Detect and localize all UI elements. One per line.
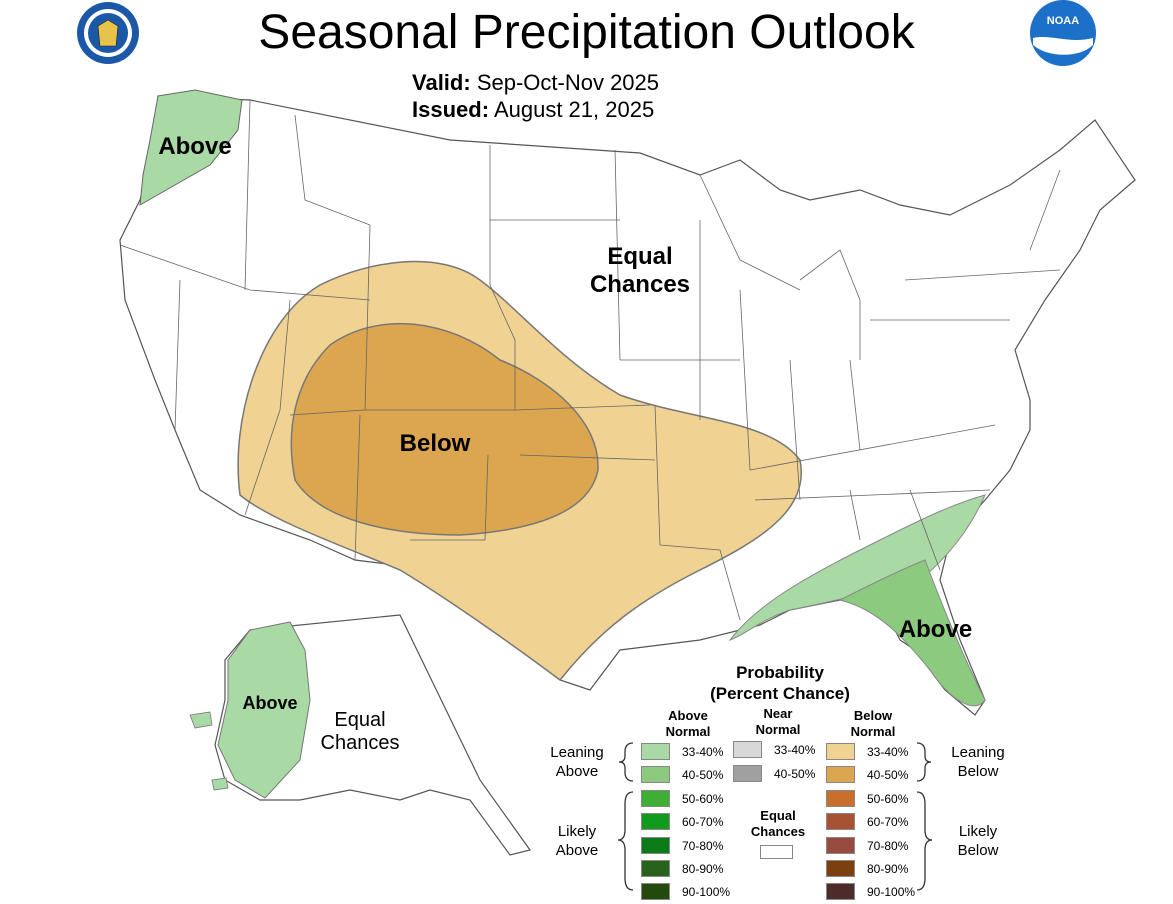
page-title: Seasonal Precipitation Outlook — [258, 6, 915, 59]
legend-equal-chances: Equal Chances — [738, 808, 818, 840]
alaska-islands — [189, 711, 229, 791]
legend-label-below-1: 33-40% — [867, 745, 909, 759]
legend-label-above-7: 90-100% — [682, 885, 731, 899]
legend-equal-line1: Equal — [760, 808, 796, 823]
legend-likely-below-line2: Below — [957, 842, 999, 859]
legend-label-below-4: 60-70% — [867, 815, 909, 829]
legend-leaning-above-line1: Leaning — [550, 744, 604, 761]
legend-label-near-2: 40-50% — [774, 767, 816, 781]
legend-label-above-3: 50-60% — [682, 792, 724, 806]
label-equal-line1: Equal — [607, 243, 673, 270]
legend-leaning-above: Leaning Above — [537, 743, 617, 781]
legend-label-above-6: 80-90% — [682, 862, 724, 876]
legend-near-header-line1: Near — [763, 706, 793, 721]
label-below: Below — [399, 430, 471, 457]
legend-label-below-6: 80-90% — [867, 862, 909, 876]
legend-swatch-above-7 — [641, 883, 670, 900]
legend-label-above-4: 60-70% — [682, 815, 724, 829]
legend-title: Probability (Percent Chance) — [640, 662, 920, 704]
legend-likely-above-line2: Above — [555, 842, 599, 859]
label-alaska-equal-line1: Equal — [334, 709, 386, 731]
legend-label-above-1: 33-40% — [682, 745, 724, 759]
legend-below-header-line1: Below — [853, 708, 893, 723]
legend-title-line1: Probability — [736, 663, 824, 682]
legend-label-below-3: 50-60% — [867, 792, 909, 806]
legend-swatch-below-7 — [826, 883, 855, 900]
legend-swatch-below-3 — [826, 790, 855, 807]
legend-braces — [617, 742, 933, 891]
legend-below-header-line2: Normal — [850, 724, 896, 739]
label-alaska-equal: Equal Chances — [315, 709, 405, 755]
below-core-region — [290, 322, 599, 536]
legend-leaning-below: Leaning Below — [938, 743, 1018, 781]
legend-label-below-5: 70-80% — [867, 839, 909, 853]
legend-likely-above: Likely Above — [537, 822, 617, 860]
legend-likely-below: Likely Below — [938, 822, 1018, 860]
legend-label-below-2: 40-50% — [867, 768, 909, 782]
legend-equal-swatch — [760, 845, 793, 859]
legend-likely-above-line1: Likely — [557, 823, 597, 840]
label-nw-above: Above — [158, 133, 232, 160]
legend-swatch-near-2 — [733, 765, 762, 782]
legend-above-header: Above Normal — [648, 708, 728, 740]
label-alaska-above: Above — [242, 693, 298, 713]
legend-label-above-2: 40-50% — [682, 768, 724, 782]
se-above-core-region — [838, 559, 986, 707]
legend-swatch-above-2 — [641, 766, 670, 783]
legend-above-header-line1: Above — [668, 708, 708, 723]
noaa-logo-icon: NOAA — [1030, 0, 1096, 66]
se-above-leaning-region — [728, 494, 986, 641]
doc-seal-icon — [77, 2, 139, 64]
issued-value: August 21, 2025 — [493, 97, 655, 122]
state-boundaries — [119, 99, 1061, 621]
valid-label: Valid: — [412, 70, 471, 95]
alaska-above-region — [217, 621, 311, 799]
legend-near-header: Near Normal — [738, 706, 818, 738]
label-alaska-equal-line2: Chances — [320, 732, 400, 754]
valid-value: Sep-Oct-Nov 2025 — [476, 70, 660, 95]
legend-swatch-below-2 — [826, 766, 855, 783]
legend-swatch-above-4 — [641, 813, 670, 830]
legend-swatch-above-1 — [641, 743, 670, 760]
legend-leaning-below-line2: Below — [957, 763, 999, 780]
legend-swatch-above-6 — [641, 860, 670, 877]
label-se-above: Above — [898, 616, 973, 643]
legend-label-below-7: 90-100% — [867, 885, 916, 899]
noaa-logo-text: NOAA — [1047, 15, 1079, 27]
issued-row: Issued: August 21, 2025 — [412, 97, 654, 123]
legend-swatch-below-4 — [826, 813, 855, 830]
issued-label: Issued: — [412, 97, 490, 122]
legend-swatch-below-5 — [826, 837, 855, 854]
legend-label-near-1: 33-40% — [774, 743, 816, 757]
legend-swatch-near-1 — [733, 741, 762, 758]
legend-swatch-below-1 — [826, 743, 855, 760]
label-equal-chances: Equal Chances — [575, 243, 705, 299]
legend-swatch-above-5 — [641, 837, 670, 854]
legend-swatch-below-6 — [826, 860, 855, 877]
legend-likely-below-line1: Likely — [958, 823, 998, 840]
legend-above-header-line2: Normal — [665, 724, 711, 739]
nw-above-region — [139, 89, 243, 206]
legend-leaning-above-line2: Above — [555, 763, 599, 780]
valid-row: Valid: Sep-Oct-Nov 2025 — [412, 70, 659, 96]
legend-swatch-above-3 — [641, 790, 670, 807]
label-equal-line2: Chances — [589, 271, 691, 298]
legend-equal-line2: Chances — [750, 824, 806, 839]
legend-label-above-5: 70-80% — [682, 839, 724, 853]
legend-title-line2: (Percent Chance) — [710, 684, 850, 703]
legend-leaning-below-line1: Leaning — [951, 744, 1005, 761]
legend-below-header: Below Normal — [833, 708, 913, 740]
legend-near-header-line2: Normal — [755, 722, 801, 737]
